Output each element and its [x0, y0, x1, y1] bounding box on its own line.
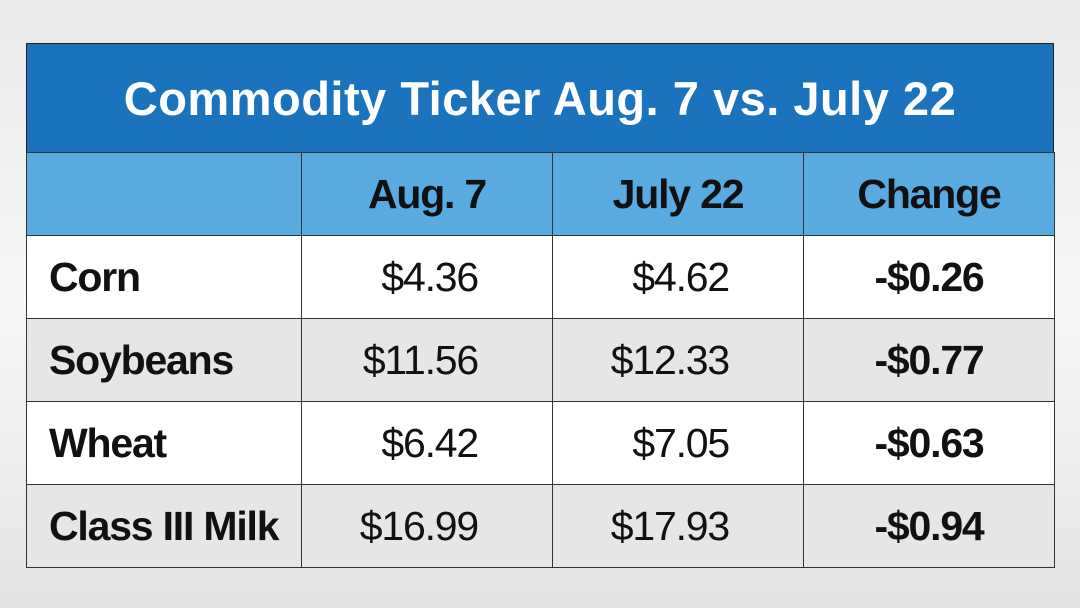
table-title: Commodity Ticker Aug. 7 vs. July 22	[26, 43, 1054, 152]
price-cell: $16.99	[301, 484, 553, 568]
price-cell: $7.05	[552, 401, 804, 485]
table-row: Soybeans $11.56 $12.33 -$0.77	[26, 318, 1055, 402]
price-cell: $6.42	[301, 401, 553, 485]
table: Aug. 7 July 22 Change Corn $4.36 $4.62 -$0.26…	[26, 152, 1055, 568]
ticker-table: Commodity Ticker Aug. 7 vs. July 22 Aug.…	[26, 43, 1055, 568]
column-header: Change	[803, 152, 1055, 236]
row-label: Corn	[26, 235, 302, 319]
price-cell: $17.93	[552, 484, 804, 568]
header-row: Aug. 7 July 22 Change	[26, 152, 1055, 236]
header-empty-cell	[26, 152, 302, 236]
price-cell: $12.33	[552, 318, 804, 402]
price-cell: $4.36	[301, 235, 553, 319]
table-row: Class III Milk $16.99 $17.93 -$0.94	[26, 484, 1055, 568]
price-cell: $11.56	[301, 318, 553, 402]
price-cell: -$0.94	[803, 484, 1055, 568]
row-label: Wheat	[26, 401, 302, 485]
column-header: Aug. 7	[301, 152, 553, 236]
price-cell: -$0.77	[803, 318, 1055, 402]
row-label: Soybeans	[26, 318, 302, 402]
price-cell: $4.62	[552, 235, 804, 319]
column-header: July 22	[552, 152, 804, 236]
table-row: Wheat $6.42 $7.05 -$0.63	[26, 401, 1055, 485]
row-label: Class III Milk	[26, 484, 302, 568]
price-cell: -$0.63	[803, 401, 1055, 485]
price-cell: -$0.26	[803, 235, 1055, 319]
table-row: Corn $4.36 $4.62 -$0.26	[26, 235, 1055, 319]
